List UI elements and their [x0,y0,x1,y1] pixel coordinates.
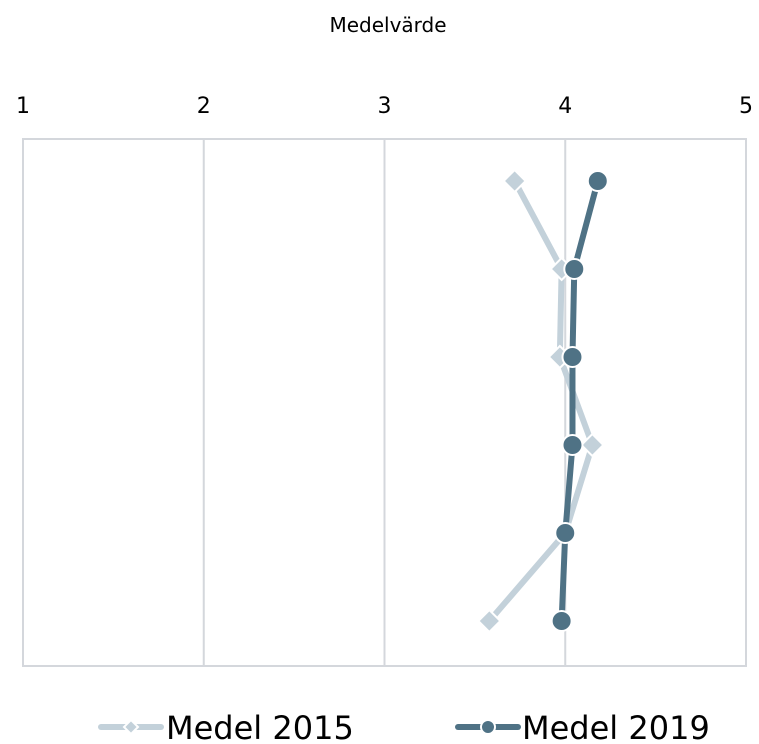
data-point [579,432,605,458]
data-point [586,170,609,192]
chart-title: Medelvärde [329,13,446,37]
data-point [554,522,577,544]
x-axis-ticks: 1 2 3 4 5 [16,94,753,119]
data-point [563,258,586,280]
gridlines [202,139,567,666]
x-tick-label: 2 [197,94,211,119]
x-tick-label: 3 [378,94,392,119]
series-lines [476,168,609,634]
series-line [486,178,596,624]
data-point [502,168,528,194]
series-2019 [550,170,609,632]
series-line [558,178,601,624]
legend-marker [122,718,140,736]
x-tick-label: 4 [558,94,572,119]
data-point [550,610,573,632]
data-point [476,608,502,634]
data-point [561,346,584,368]
legend-item: Medel 2015 [98,709,354,744]
x-tick-label: 5 [739,94,753,119]
plot-area-border [22,138,747,667]
legend-label: Medel 2019 [522,709,710,744]
legend: Medel 2015 Medel 2019 [98,709,710,744]
x-tick-label: 1 [16,94,30,119]
data-point [561,434,584,456]
legend-marker [480,719,496,735]
legend-label: Medel 2015 [166,709,354,744]
legend-item: Medel 2019 [455,709,710,744]
